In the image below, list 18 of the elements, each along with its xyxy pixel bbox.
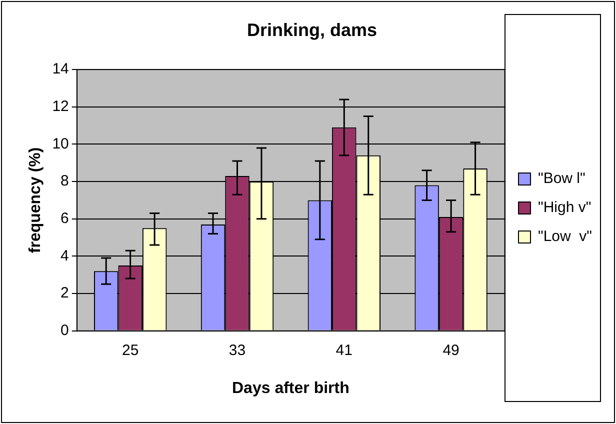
legend-label: "High v" [538,199,592,216]
y-tick-label: 4 [60,247,69,264]
y-tick-label: 6 [60,210,69,227]
y-tick-label: 10 [52,135,69,152]
y-tick-label: 8 [60,172,69,190]
x-axis-title: Days after birth [232,380,350,397]
legend-label: "Low v" [538,228,592,246]
x-tick-label: 25 [122,342,139,359]
x-tick-label: 41 [336,342,352,359]
y-tick-label: 14 [52,60,69,78]
y-tick-label: 0 [60,322,69,339]
chart-title: Drinking, dams [246,20,378,40]
legend-label: "Bow l" [538,170,586,188]
x-tick-label: 33 [228,342,246,359]
y-tick-label: 2 [60,284,69,302]
y-axis-title: frequency (%) [27,147,44,254]
y-tick-label: 12 [52,98,69,116]
x-tick-label: 49 [442,342,460,359]
